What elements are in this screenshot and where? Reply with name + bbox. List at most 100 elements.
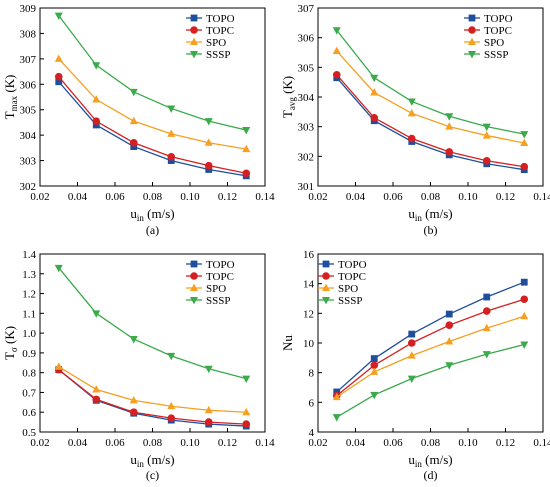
data-point-sssp	[242, 127, 251, 135]
x-tick-label: 0.02	[30, 437, 49, 449]
legend-marker	[322, 272, 330, 280]
data-point-spo	[445, 337, 454, 345]
legend-marker	[468, 51, 476, 59]
y-tick-label: 305	[298, 62, 315, 74]
y-tick-label: 307	[20, 54, 37, 66]
series-sssp	[332, 27, 529, 139]
y-tick-label: 302	[298, 151, 315, 163]
data-point-topc	[482, 307, 491, 315]
x-tick-label: 0.06	[383, 437, 403, 449]
y-tick-label: 1.3	[22, 269, 36, 281]
y-tick-label: 14	[303, 279, 315, 291]
legend-label: SPO	[484, 37, 504, 49]
data-point-spo	[54, 362, 63, 370]
legend-marker	[468, 37, 476, 45]
data-point-spo	[520, 311, 529, 320]
series-topo	[55, 366, 250, 430]
series-line-spo	[336, 315, 525, 398]
series-spo	[332, 311, 529, 401]
series-topc	[54, 365, 251, 428]
y-tick-label: 303	[20, 156, 37, 168]
data-point-sssp	[520, 131, 529, 139]
series-line-topo	[336, 281, 525, 393]
y-axis-label-unit: (K)	[2, 75, 17, 96]
y-tick-label: 16	[303, 249, 315, 261]
series-topo	[333, 278, 528, 396]
x-axis-label-sub: in	[415, 459, 423, 469]
legend-label: SSSP	[484, 49, 508, 61]
series-sssp	[54, 12, 251, 135]
y-tick-label: 10	[303, 338, 315, 350]
y-axis-label: Tavg (K)	[280, 76, 297, 118]
data-point-spo	[92, 95, 101, 103]
data-point-topo	[408, 330, 416, 338]
x-axis-label-sub: in	[415, 213, 423, 223]
panel-caption: (d)	[424, 468, 438, 482]
data-point-topc	[92, 117, 101, 125]
x-tick-label: 0.08	[421, 191, 441, 203]
data-point-spo	[370, 88, 379, 96]
data-point-sssp	[242, 375, 251, 383]
y-tick-label: 1.4	[22, 249, 36, 261]
data-point-topc	[129, 408, 138, 417]
chart-panel-a: 0.02 0.04 0.06 0.08 0.10 0.12 0.14 302 303 304 305…	[2, 3, 275, 237]
x-tick-label: 0.10	[180, 437, 200, 449]
series-line-topo	[58, 369, 247, 427]
x-tick-label: 0.08	[143, 191, 163, 203]
y-tick-label: 1.2	[22, 289, 36, 301]
legend-label: TOPC	[338, 271, 366, 283]
data-point-spo	[242, 407, 251, 416]
series-topc	[332, 70, 529, 171]
legend-label: TOPO	[338, 259, 367, 271]
y-tick-label: 6	[309, 397, 315, 409]
data-point-sssp	[445, 113, 454, 121]
x-tick-label: 0.14	[255, 191, 275, 203]
legend-label: TOPO	[206, 13, 235, 25]
data-point-topc	[407, 134, 416, 143]
legend-marker	[322, 297, 330, 305]
data-point-topo	[167, 157, 175, 164]
data-point-spo	[204, 405, 213, 414]
x-axis-label: uin (m/s)	[130, 206, 174, 223]
series-line-spo	[58, 58, 247, 150]
data-point-sssp	[54, 264, 63, 273]
data-point-sssp	[129, 88, 138, 97]
series-spo	[332, 46, 529, 146]
data-point-spo	[407, 108, 416, 117]
data-point-topc	[520, 162, 529, 171]
series-line-topc	[58, 76, 247, 174]
data-point-spo	[54, 54, 63, 62]
data-point-topo	[55, 78, 63, 86]
legend-label: TOPC	[206, 271, 234, 283]
legend-marker	[190, 14, 198, 22]
data-point-sssp	[407, 375, 416, 383]
x-axis-label-unit: (m/s)	[144, 452, 175, 467]
y-axis-label: Tmax (K)	[2, 75, 19, 120]
legend-marker	[468, 14, 476, 22]
data-point-spo	[407, 351, 416, 359]
series-line-sssp	[58, 267, 247, 380]
x-tick-label: 0.12	[218, 437, 237, 449]
legend-marker	[190, 51, 198, 59]
data-point-topc	[54, 72, 63, 81]
series-line-topc	[336, 298, 525, 397]
y-axis-label-main: T	[2, 352, 17, 360]
data-point-topc	[167, 152, 176, 161]
series-spo	[54, 54, 251, 153]
x-axis-label-main: u	[408, 206, 415, 221]
data-point-spo	[482, 323, 491, 332]
y-axis-label-unit: (K)	[2, 326, 17, 347]
series-line-topo	[58, 81, 247, 177]
x-axis-label-main: u	[408, 452, 415, 467]
data-point-sssp	[204, 365, 213, 374]
series-line-topc	[58, 369, 247, 425]
data-point-sssp	[129, 336, 138, 344]
data-point-spo	[370, 367, 379, 375]
legend-marker	[190, 272, 198, 280]
data-point-topc	[407, 339, 416, 347]
y-tick-label: 0.6	[22, 407, 36, 419]
data-point-topc	[242, 169, 251, 178]
